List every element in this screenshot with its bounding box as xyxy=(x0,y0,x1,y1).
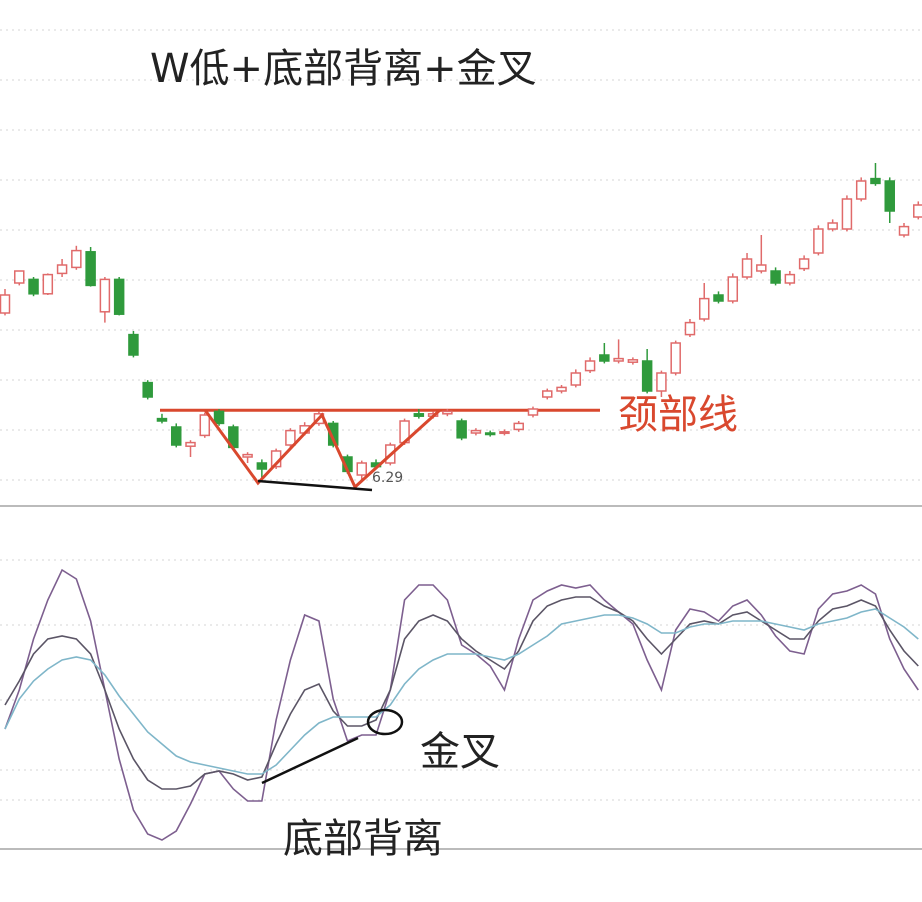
candle-body xyxy=(613,357,624,362)
oscillator-line xyxy=(4,608,919,775)
candle-body xyxy=(841,198,853,230)
cross-label: 金叉 xyxy=(420,729,500,775)
candle-body xyxy=(884,180,895,212)
candle-body xyxy=(684,321,696,336)
candle-body xyxy=(442,410,453,415)
candle-body xyxy=(42,273,54,295)
candle-body xyxy=(813,228,824,254)
candle-body xyxy=(484,432,496,436)
oscillator-line xyxy=(4,596,919,790)
candle-body xyxy=(513,422,524,431)
candle-body xyxy=(99,278,111,313)
candle-body xyxy=(256,462,268,470)
candle-body xyxy=(698,297,710,320)
candle-body xyxy=(584,360,596,372)
candle-body xyxy=(556,386,567,392)
candle-body xyxy=(527,408,539,416)
candle-body xyxy=(142,381,153,398)
grid xyxy=(0,29,922,850)
price-panel xyxy=(0,163,922,483)
candle-body xyxy=(670,342,681,374)
w-pattern xyxy=(203,408,442,490)
candle-body xyxy=(185,441,196,447)
divergence-line xyxy=(261,736,359,785)
candle-body xyxy=(28,278,39,295)
candle-body xyxy=(827,222,838,230)
candle-body xyxy=(356,462,367,476)
candle-body xyxy=(213,410,225,425)
divergence-line xyxy=(257,479,373,492)
candle-body xyxy=(570,372,582,386)
candle-body xyxy=(456,420,467,439)
candle-body xyxy=(741,258,753,278)
low-label: 6.29 xyxy=(372,470,403,486)
candle-body xyxy=(14,270,25,284)
candle-body xyxy=(770,270,781,284)
candle-body xyxy=(627,359,639,363)
candle-body xyxy=(170,426,182,446)
candle-body xyxy=(71,249,82,269)
candle-body xyxy=(913,204,922,218)
candle-body xyxy=(128,333,139,356)
annotations xyxy=(203,408,442,785)
candle-body xyxy=(599,354,610,362)
candle-body xyxy=(870,177,881,185)
candle-body xyxy=(413,413,425,417)
candle-body xyxy=(542,390,553,398)
divergence-label: 底部背离 xyxy=(283,816,443,862)
candle-body xyxy=(327,422,339,446)
candle-body xyxy=(713,294,724,302)
candle-body xyxy=(85,251,96,287)
candle-body xyxy=(898,225,910,236)
candle-body xyxy=(756,264,767,272)
candle-body xyxy=(470,429,482,434)
candle-body xyxy=(113,278,125,315)
candle-body xyxy=(784,273,796,284)
candle-body xyxy=(242,453,253,458)
chart-title: W低+底部背离+金叉 xyxy=(150,46,537,92)
candle-body xyxy=(0,294,11,314)
candle-body xyxy=(798,258,810,270)
candle-body xyxy=(641,360,653,392)
candle-body xyxy=(199,414,211,437)
candle-body xyxy=(56,264,68,275)
candle-body xyxy=(156,417,168,422)
oscillator-panel xyxy=(4,568,919,841)
cross-circle xyxy=(366,708,404,736)
candle-body xyxy=(855,180,867,200)
neckline-label: 颈部线 xyxy=(618,392,738,438)
candle-body xyxy=(727,276,739,302)
candle-body xyxy=(499,431,510,435)
candle-body xyxy=(656,372,667,392)
candle-body xyxy=(285,429,296,446)
